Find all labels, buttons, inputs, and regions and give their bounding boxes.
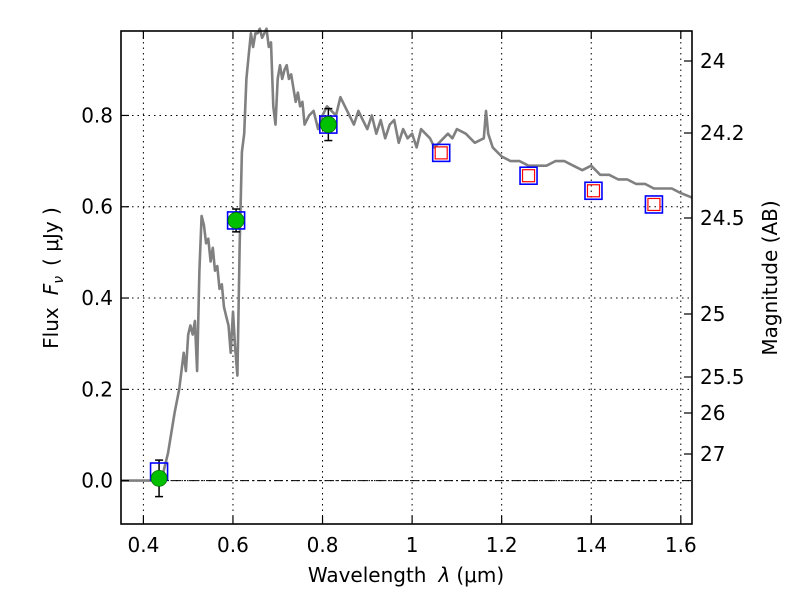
observed-flux-point xyxy=(227,212,245,229)
upper-limit-square xyxy=(586,184,601,198)
x-tick-label: 1.2 xyxy=(486,533,518,557)
x-axis-title: Wavelength λ (μm) xyxy=(308,563,504,587)
y-axis-label: Flux xyxy=(39,307,63,349)
observed-flux-point xyxy=(150,469,168,487)
x-tick-label: 0.4 xyxy=(127,533,159,557)
y2-axis-title: Magnitude (AB) xyxy=(758,200,782,355)
y-tick-label: 0.6 xyxy=(81,195,113,219)
y-tick-label: 0.8 xyxy=(81,103,113,127)
model-photometry-square xyxy=(644,195,664,214)
y-axis-subscript: ν xyxy=(51,276,67,284)
plot-frame xyxy=(120,30,693,525)
x-tick-label: 1 xyxy=(406,533,419,557)
upper-limit-square xyxy=(647,197,661,212)
x-tick-label: 1.4 xyxy=(575,533,607,557)
y-axis-title: Flux Fν ( μJy ) xyxy=(39,207,67,349)
y2-tick-label: 24.5 xyxy=(700,206,745,230)
x-axis-unit: (μm) xyxy=(456,563,504,587)
y2-tick-label: 26 xyxy=(700,401,725,425)
model-spectrum-line xyxy=(121,27,693,482)
plot-data xyxy=(121,27,693,498)
x-tick-label: 0.6 xyxy=(217,533,249,557)
upper-limit-square xyxy=(434,146,448,160)
y2-tick-label: 24 xyxy=(700,49,725,73)
x-axis-label: Wavelength xyxy=(308,563,427,587)
y-axis-unit: ( μJy ) xyxy=(39,207,63,266)
y-tick-label: 0.2 xyxy=(81,377,113,401)
y2-tick-label: 27 xyxy=(700,442,725,466)
x-tick-label: 1.6 xyxy=(665,533,697,557)
upper-limit-square xyxy=(521,169,536,183)
observed-flux-point xyxy=(319,116,337,133)
model-photometry-square xyxy=(226,211,246,230)
y2-tick-label: 24.2 xyxy=(700,121,745,145)
axis-ticks: 0.4 0.6 0.8 1 1.2 1.4 1.6 0.0 0.2 0.4 0.6 0.8 24 24.2… xyxy=(81,31,745,557)
y2-tick-label: 25.5 xyxy=(700,365,745,389)
y2-tick-label: 25 xyxy=(700,302,725,326)
y-tick-label: 0.0 xyxy=(81,469,113,493)
x-tick-label: 0.8 xyxy=(307,533,339,557)
y-tick-label: 0.4 xyxy=(81,286,113,310)
model-photometry-square xyxy=(519,166,538,186)
model-photometry-square xyxy=(431,143,451,163)
y-axis-symbol: F xyxy=(39,283,63,295)
model-photometry-square xyxy=(584,181,603,201)
x-axis-symbol: λ xyxy=(438,563,451,587)
model-photometry-square xyxy=(319,115,338,134)
